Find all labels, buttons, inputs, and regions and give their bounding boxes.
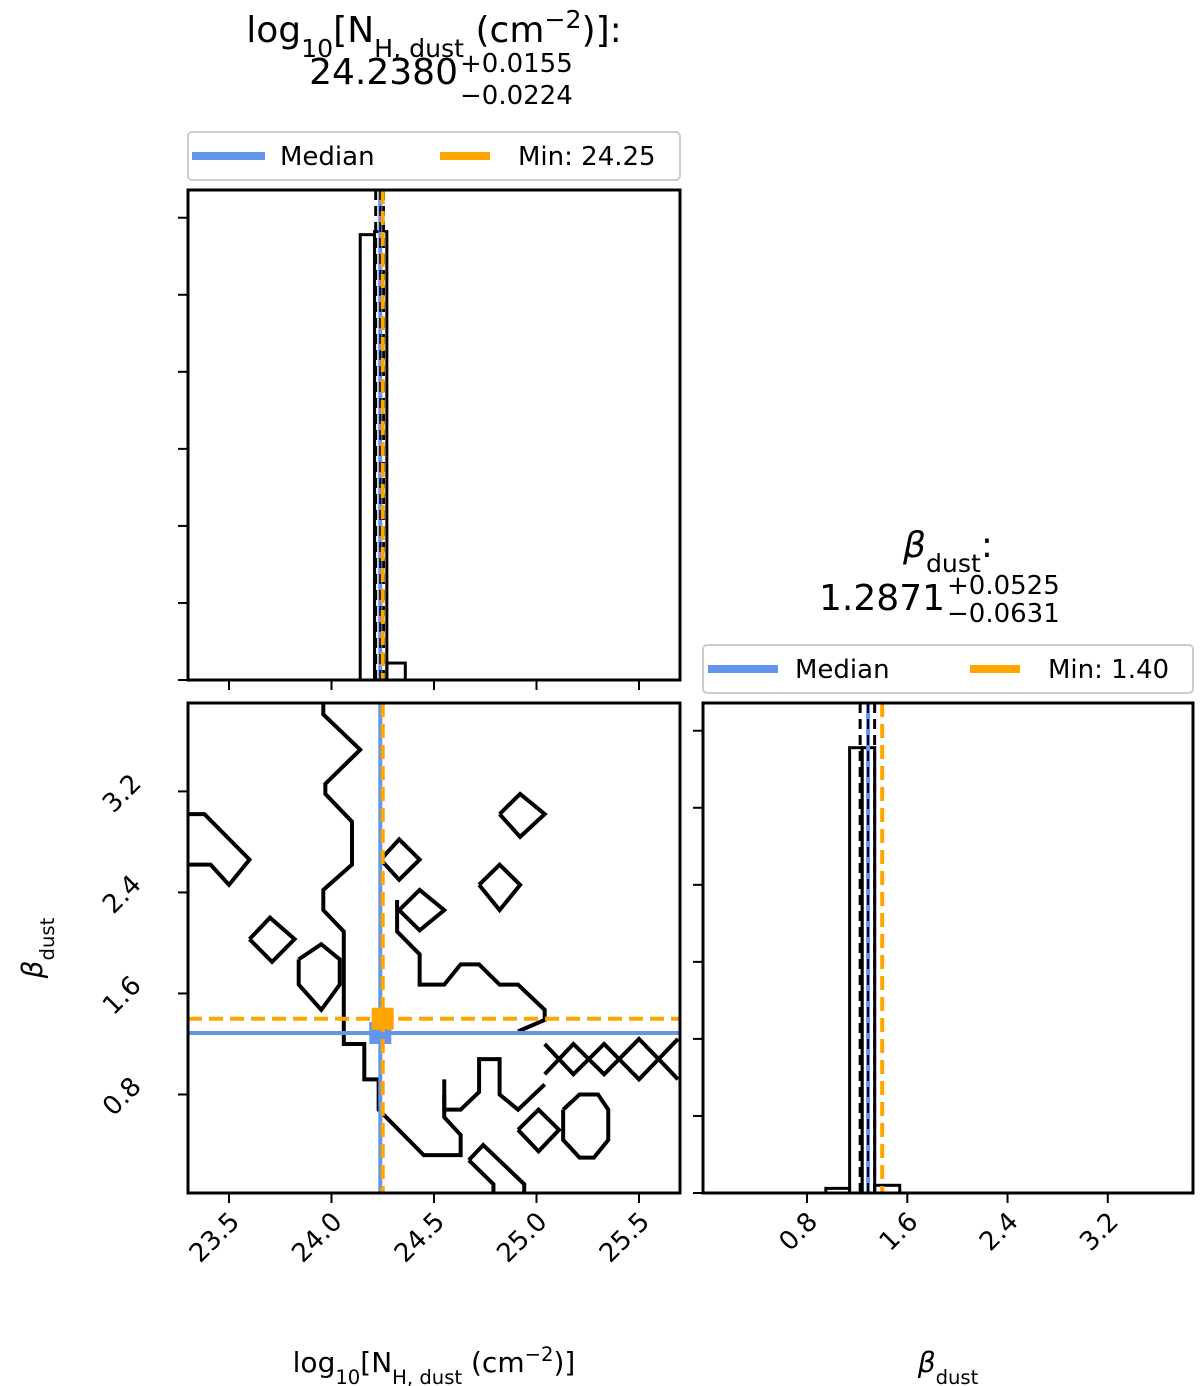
contour-line xyxy=(248,914,298,965)
x-tick-label: 0.8 xyxy=(774,1207,824,1257)
text-part: )] xyxy=(553,1346,575,1379)
axes-frame xyxy=(701,701,1195,1195)
text-part: β xyxy=(16,960,49,979)
contour-line xyxy=(477,861,523,914)
x-tick-label: 24.0 xyxy=(286,1207,348,1269)
text-part: log xyxy=(246,10,301,51)
legend-label: Median xyxy=(280,142,375,172)
contour-line xyxy=(561,1092,611,1160)
text-part: [N xyxy=(333,10,374,51)
y-tick-label: 2.4 xyxy=(97,870,147,920)
contour-line xyxy=(543,1037,680,1083)
text-part: )]: xyxy=(582,10,622,51)
text-part: (cm xyxy=(464,10,544,51)
text-part: −2 xyxy=(525,1343,554,1366)
text-part: dust xyxy=(36,917,59,960)
legend-label: Min: 1.40 xyxy=(1048,655,1169,685)
y-axis-label: βdust xyxy=(16,917,59,979)
x-tick-label: 2.4 xyxy=(974,1207,1024,1257)
contour-line xyxy=(442,1057,547,1113)
median-value: 1.2871 xyxy=(819,578,945,619)
panel-title: log10[NH, dust (cm−2)]: xyxy=(246,5,622,63)
min-marker xyxy=(371,1007,394,1030)
x-axis-label: log10[NH, dust (cm−2)] xyxy=(293,1343,576,1386)
contour-line xyxy=(467,1142,527,1193)
contour-line xyxy=(397,887,448,934)
text-part: dust xyxy=(926,549,981,578)
contour-line xyxy=(395,900,547,1034)
x-tick-label: 25.0 xyxy=(491,1207,553,1269)
axes-frame xyxy=(186,701,682,1195)
text-part: (cm xyxy=(462,1346,525,1379)
text-part: dust xyxy=(936,1366,979,1386)
contour-line xyxy=(516,1106,562,1155)
legend-box xyxy=(702,644,1194,694)
text-part: 10 xyxy=(301,34,333,63)
error-minus: −0.0224 xyxy=(460,81,573,111)
error-plus: +0.0525 xyxy=(947,571,1060,601)
x-axis-label: βdust xyxy=(917,1346,979,1386)
error-minus: −0.0631 xyxy=(947,599,1060,629)
histogram-bar xyxy=(385,661,407,682)
text-part: H, dust xyxy=(374,34,464,63)
x-tick-label: 25.5 xyxy=(594,1207,656,1269)
contour-line xyxy=(379,836,423,883)
text-part: 10 xyxy=(335,1366,360,1386)
legend-box xyxy=(187,131,681,181)
contour-line xyxy=(543,1036,680,1081)
contour-line xyxy=(296,941,342,1014)
legend-label: Min: 24.25 xyxy=(518,142,656,172)
y-tick-label: 3.2 xyxy=(97,769,147,819)
text-part: H, dust xyxy=(392,1366,462,1386)
histogram-bar xyxy=(358,233,377,682)
error-plus: +0.0155 xyxy=(460,49,573,79)
contour-line xyxy=(321,703,463,1158)
y-tick-label: 1.6 xyxy=(97,971,147,1021)
y-tick-label: 0.8 xyxy=(97,1072,147,1122)
contour-line xyxy=(467,1158,496,1193)
axes-frame xyxy=(186,188,682,682)
median-value: 24.2380 xyxy=(309,52,458,93)
text-part: [N xyxy=(360,1346,392,1379)
legend-label: Median xyxy=(795,655,890,685)
contour-line xyxy=(498,791,548,840)
text-part: β xyxy=(917,1346,936,1379)
contour-line xyxy=(188,812,253,888)
text-part: log xyxy=(293,1346,336,1379)
x-tick-label: 24.5 xyxy=(389,1207,451,1269)
x-tick-label: 1.6 xyxy=(874,1207,924,1257)
text-part: −2 xyxy=(544,5,581,34)
panel-title: βdust: xyxy=(902,525,993,578)
x-tick-label: 23.5 xyxy=(184,1207,246,1269)
x-tick-label: 3.2 xyxy=(1074,1207,1124,1257)
text-part: β xyxy=(902,525,926,566)
text-part: : xyxy=(981,525,993,566)
